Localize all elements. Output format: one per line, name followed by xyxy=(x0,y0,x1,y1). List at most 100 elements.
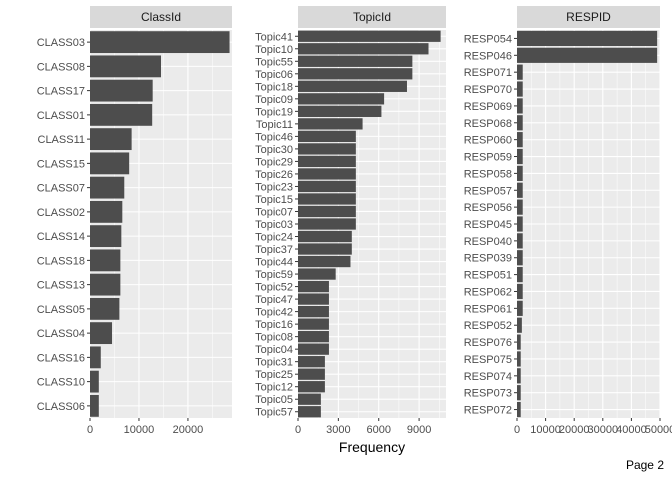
bar-respid-resp071 xyxy=(517,64,523,80)
bar-classid-class01 xyxy=(90,103,153,126)
y-tick-label: Topic30 xyxy=(255,144,293,156)
bar-topicid-topic04 xyxy=(298,343,329,355)
bar-topicid-topic10 xyxy=(298,43,429,55)
page-label: Page 2 xyxy=(625,458,664,472)
y-tick-label: Topic04 xyxy=(255,344,293,356)
y-tick-label: RESP072 xyxy=(464,405,512,417)
y-tick-label: RESP059 xyxy=(464,152,512,164)
bar-respid-resp056 xyxy=(517,199,523,215)
y-tick-label: Topic24 xyxy=(255,232,293,244)
y-tick-label: CLASS15 xyxy=(37,158,85,170)
bar-classid-class15 xyxy=(90,152,130,175)
bar-classid-class11 xyxy=(90,128,132,151)
x-tick-label: 0 xyxy=(87,424,93,436)
y-tick-label: RESP046 xyxy=(464,50,512,62)
bar-respid-resp058 xyxy=(517,165,523,181)
y-tick-label: Topic08 xyxy=(255,332,293,344)
y-tick-label: Topic44 xyxy=(255,257,293,269)
bar-classid-class18 xyxy=(90,249,121,272)
bar-respid-resp072 xyxy=(517,401,521,418)
bar-topicid-topic26 xyxy=(298,168,356,180)
y-tick-label: CLASS13 xyxy=(37,280,85,292)
x-tick-label: 50000 xyxy=(645,424,672,436)
y-tick-label: CLASS01 xyxy=(37,110,85,122)
y-tick-label: Topic29 xyxy=(255,156,293,168)
bar-topicid-topic29 xyxy=(298,155,356,168)
y-tick-label: Topic23 xyxy=(255,181,293,193)
y-tick-label: Topic57 xyxy=(255,407,293,419)
bar-topicid-topic25 xyxy=(298,368,325,380)
bar-topicid-topic18 xyxy=(298,80,407,92)
y-tick-label: RESP061 xyxy=(464,303,512,315)
bar-topicid-topic46 xyxy=(298,130,356,143)
bar-topicid-topic42 xyxy=(298,305,329,318)
y-tick-label: RESP060 xyxy=(464,135,512,147)
x-tick-label: 20000 xyxy=(173,424,204,436)
y-tick-label: RESP074 xyxy=(464,371,512,383)
bar-classid-class02 xyxy=(90,200,123,223)
bar-topicid-topic59 xyxy=(298,268,336,280)
bar-topicid-topic31 xyxy=(298,356,325,368)
bar-topicid-topic06 xyxy=(298,68,413,80)
bar-respid-resp070 xyxy=(517,81,523,97)
x-tick-label: 0 xyxy=(514,424,520,436)
bar-respid-resp061 xyxy=(517,300,523,316)
y-tick-label: Topic05 xyxy=(255,394,293,406)
bar-respid-resp054 xyxy=(517,30,658,47)
y-tick-label: Topic59 xyxy=(255,269,293,281)
y-tick-label: Topic10 xyxy=(255,44,293,56)
bar-topicid-topic19 xyxy=(298,105,382,117)
y-tick-label: Topic09 xyxy=(255,94,293,106)
y-tick-label: Topic03 xyxy=(255,219,293,231)
bar-topicid-topic15 xyxy=(298,193,356,205)
panel-title: ClassId xyxy=(141,10,181,24)
y-tick-label: RESP045 xyxy=(464,219,512,231)
y-tick-label: CLASS14 xyxy=(37,231,85,243)
bar-classid-class10 xyxy=(90,370,99,393)
y-tick-label: CLASS18 xyxy=(37,255,85,267)
bar-classid-class08 xyxy=(90,55,161,78)
y-tick-label: Topic16 xyxy=(255,319,293,331)
y-tick-label: CLASS08 xyxy=(37,61,85,73)
x-tick-label: 40000 xyxy=(616,424,647,436)
bar-classid-class13 xyxy=(90,273,121,296)
bar-topicid-topic11 xyxy=(298,118,363,130)
bar-classid-class04 xyxy=(90,322,113,345)
y-tick-label: Topic15 xyxy=(255,194,293,206)
bar-classid-class06 xyxy=(90,394,99,417)
y-tick-label: RESP070 xyxy=(464,84,512,96)
y-tick-label: RESP069 xyxy=(464,101,512,113)
y-tick-label: CLASS05 xyxy=(37,304,85,316)
bar-topicid-topic41 xyxy=(298,30,441,42)
bar-respid-resp060 xyxy=(517,132,523,148)
bar-topicid-topic05 xyxy=(298,393,321,405)
bar-classid-class14 xyxy=(90,225,122,248)
x-tick-label: 0 xyxy=(295,424,301,436)
y-tick-label: Topic31 xyxy=(255,357,293,369)
y-tick-label: Topic52 xyxy=(255,282,293,294)
x-tick-label: 10000 xyxy=(124,424,155,436)
bar-topicid-topic12 xyxy=(298,381,325,393)
bar-topicid-topic44 xyxy=(298,255,351,268)
y-tick-label: RESP073 xyxy=(464,388,512,400)
bar-respid-resp052 xyxy=(517,317,522,333)
x-tick-label: 6000 xyxy=(366,424,390,436)
x-tick-label: 10000 xyxy=(530,424,561,436)
bar-topicid-topic23 xyxy=(298,180,356,193)
y-tick-label: Topic07 xyxy=(255,206,293,218)
x-tick-label: 3000 xyxy=(326,424,350,436)
y-tick-label: CLASS06 xyxy=(37,401,85,413)
y-tick-label: RESP054 xyxy=(464,33,512,45)
y-tick-label: Topic12 xyxy=(255,382,293,394)
bar-respid-resp059 xyxy=(517,148,523,165)
y-tick-label: Topic42 xyxy=(255,307,293,319)
bar-respid-resp073 xyxy=(517,385,521,401)
bar-respid-resp046 xyxy=(517,47,658,63)
y-tick-label: Topic47 xyxy=(255,294,293,306)
y-tick-label: CLASS11 xyxy=(38,134,86,146)
x-tick-label: 9000 xyxy=(407,424,431,436)
panel-title: RESPID xyxy=(566,10,611,24)
y-tick-label: RESP076 xyxy=(464,337,512,349)
panel-strip xyxy=(517,6,660,28)
